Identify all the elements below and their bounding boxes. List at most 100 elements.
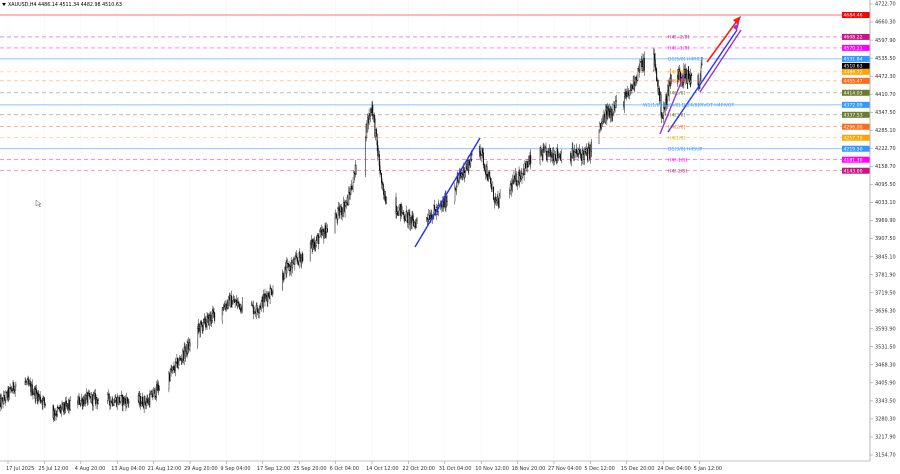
time-tick-label: 15 Dec 20:00 <box>621 466 655 472</box>
candle <box>668 85 670 95</box>
candle <box>182 351 184 361</box>
candle <box>257 309 259 313</box>
candle <box>530 155 532 164</box>
candle <box>632 85 634 89</box>
candle <box>197 328 199 347</box>
candle <box>367 117 369 133</box>
candle <box>230 295 232 307</box>
candle <box>404 218 406 220</box>
candle <box>582 149 584 154</box>
candle <box>454 187 456 202</box>
price-axis[interactable]: 4722.70 4660.30 4597.90 4535.50 4472.30 4410.… <box>870 2 896 459</box>
candle <box>57 407 59 409</box>
candle <box>253 311 255 314</box>
candle <box>555 159 557 161</box>
candle <box>545 147 547 152</box>
price-tag <box>842 11 870 18</box>
candle <box>514 175 516 179</box>
candle <box>211 320 213 322</box>
candle <box>231 295 232 308</box>
candle <box>83 399 85 405</box>
price-tick-label: 3593.90 <box>875 326 896 332</box>
candle <box>482 152 484 166</box>
level-label: H4[+2/8] <box>668 35 689 41</box>
price-tick-label: 3405.90 <box>875 381 896 387</box>
candle <box>301 257 303 264</box>
candle <box>158 384 160 391</box>
candle <box>457 177 459 182</box>
candle <box>86 392 88 396</box>
candle <box>121 395 123 407</box>
candle <box>354 164 356 175</box>
candle <box>285 265 287 274</box>
candle <box>170 369 172 372</box>
price-tag-value: 4257.70 <box>844 135 863 141</box>
candle <box>258 308 260 313</box>
candle <box>5 392 7 401</box>
price-tag-value: 4296.00 <box>844 124 863 130</box>
price-tick-label: 3468.30 <box>875 363 896 369</box>
candle <box>523 168 525 176</box>
time-tick-label: 24 Dec 04:00 <box>657 466 691 472</box>
candle <box>298 252 300 265</box>
candle <box>512 180 513 191</box>
candle <box>338 207 339 209</box>
candle <box>573 151 575 157</box>
level-label: H4[-1/8] <box>668 157 687 163</box>
candle <box>148 398 150 405</box>
candle <box>369 113 371 117</box>
trendline-purple-dec[interactable] <box>659 74 685 135</box>
candle <box>146 399 148 403</box>
candle <box>126 397 128 407</box>
candle <box>233 299 235 304</box>
candle <box>598 129 600 145</box>
candle <box>584 149 586 152</box>
candle <box>65 401 67 411</box>
candle <box>119 401 121 403</box>
price-tag <box>842 77 870 84</box>
trendline-blue-jan[interactable] <box>667 29 738 133</box>
price-tag <box>842 33 870 40</box>
candle <box>143 396 145 408</box>
candle <box>113 402 115 406</box>
candle <box>174 369 176 372</box>
candle <box>297 261 299 265</box>
candle <box>325 232 327 238</box>
trendline-blue-oct[interactable] <box>414 137 481 248</box>
candle <box>346 197 348 203</box>
candle <box>407 212 409 224</box>
candle <box>364 136 366 175</box>
candle <box>125 400 127 407</box>
candle <box>26 381 28 383</box>
candle <box>309 242 311 262</box>
candle <box>151 390 153 398</box>
candle <box>108 393 110 402</box>
candle <box>91 394 93 406</box>
price-tag <box>842 123 870 130</box>
candle <box>145 401 147 406</box>
time-axis[interactable]: 17 Jul 2025 25 Jul 12:00 4 Aug 20:00 13 Aug… <box>6 461 722 472</box>
candle <box>185 344 187 352</box>
candle <box>512 180 514 185</box>
candle <box>655 66 657 70</box>
candle <box>589 147 591 159</box>
candle <box>458 177 460 181</box>
candle <box>630 85 632 91</box>
triangle-down-icon[interactable] <box>2 3 6 6</box>
candle <box>576 153 578 156</box>
candle <box>112 398 114 406</box>
price-tick-label: 3280.30 <box>875 417 896 423</box>
candle <box>575 149 577 153</box>
candle <box>524 163 526 176</box>
candle <box>294 258 296 265</box>
candle <box>588 147 590 149</box>
candle <box>176 358 178 363</box>
candle <box>80 400 82 405</box>
trend-lines[interactable] <box>414 16 742 248</box>
candle <box>653 53 655 71</box>
trendline-purple-jan[interactable] <box>699 29 742 93</box>
price-tick-label: 3217.90 <box>875 435 896 441</box>
candle <box>433 205 435 215</box>
arrow-red-line[interactable] <box>706 20 738 63</box>
